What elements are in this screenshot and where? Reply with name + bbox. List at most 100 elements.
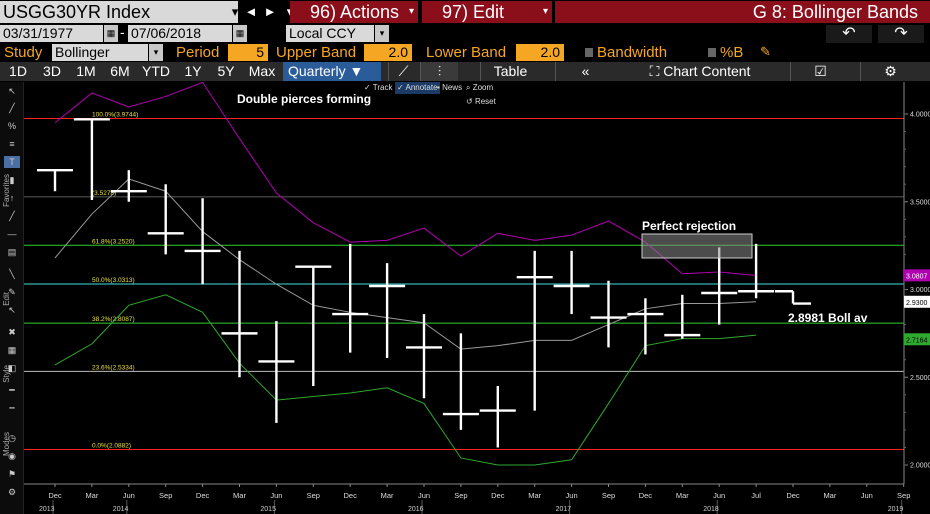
ray-tool-icon[interactable]: ╲	[9, 269, 15, 279]
last-value-badge[interactable]: 2.7164	[904, 333, 930, 346]
range-ytd[interactable]: YTD	[142, 63, 170, 79]
select-tool-icon[interactable]: ↖	[8, 305, 16, 315]
upper-band-input[interactable]: 2.0	[364, 44, 412, 61]
chart-content-button[interactable]: ⛶ Chart Content	[640, 62, 760, 81]
mid-band-line[interactable]	[54, 178, 757, 350]
pencil-icon[interactable]: ✎	[760, 44, 771, 59]
track-button[interactable]: ✓ Track	[364, 82, 392, 94]
range-1d[interactable]: 1D	[9, 63, 27, 79]
news-button[interactable]: ▪ News	[437, 82, 462, 94]
ohlc-bar[interactable]	[369, 263, 406, 358]
mode-icon-3[interactable]: ⚑	[7, 469, 17, 479]
mode-icon-4[interactable]: ⚙	[7, 487, 17, 497]
eraser-tool-icon[interactable]: ◧	[7, 363, 17, 373]
perfect-rejection-annotation[interactable]: Perfect rejection	[642, 219, 736, 233]
settings-gear-icon[interactable]: ⚙	[860, 62, 920, 81]
edit-button[interactable]: 97) Edit ▾	[422, 1, 552, 23]
horizontal-line-icon[interactable]: —	[7, 229, 17, 239]
channel-tool-icon[interactable]: ▤	[7, 247, 17, 257]
range-max[interactable]: Max	[248, 63, 276, 79]
upper-band-line[interactable]	[54, 82, 757, 276]
range-3d[interactable]: 3D	[43, 63, 61, 79]
range-1m[interactable]: 1M	[76, 63, 96, 79]
ohlc-bar[interactable]	[442, 333, 479, 430]
cursor-icon[interactable]: ↖	[8, 86, 16, 96]
dash-style-icon[interactable]: ┅	[9, 403, 15, 413]
percent-tool-icon[interactable]: %	[7, 121, 16, 131]
mode-icon-1[interactable]: ◷	[8, 433, 16, 443]
ohlc-bar[interactable]	[738, 243, 775, 299]
zoom-button[interactable]: ⌕ Zoom	[466, 82, 493, 94]
back-icon[interactable]: ◄	[244, 4, 258, 19]
rejection-zone-box[interactable]	[641, 233, 753, 259]
ohlc-bar[interactable]	[147, 184, 184, 255]
delete-tool-icon[interactable]: ✖	[8, 327, 16, 337]
start-date-calendar-icon[interactable]: ▦	[104, 25, 118, 42]
ohlc-bar[interactable]	[627, 298, 664, 355]
forward-icon[interactable]: ►	[263, 4, 277, 19]
line-tool-icon[interactable]: ╱	[9, 103, 15, 113]
bollinger-chart[interactable]: 100.0%(3.9744) 61.8%(3.2520) 50.0%(3.0313)…	[24, 82, 930, 514]
bandwidth-checkbox[interactable]	[585, 48, 593, 57]
undo-icon[interactable]: ↶	[826, 25, 872, 43]
ohlc-bar[interactable]	[479, 386, 516, 448]
ohlc-bar[interactable]	[37, 168, 73, 192]
fibonacci-tool-icon[interactable]: ≡	[9, 139, 15, 149]
ohlc-bar[interactable]	[295, 265, 332, 387]
ohlc-bar[interactable]	[332, 243, 369, 353]
redo-icon[interactable]: ↷	[878, 25, 924, 43]
currency-select[interactable]: Local CCY	[286, 25, 374, 42]
boll-av-annotation[interactable]: 2.8981 Boll av	[788, 311, 868, 325]
last-value-badge[interactable]: 3.0807	[904, 269, 930, 282]
lower-band-input[interactable]: 2.0	[516, 44, 564, 61]
ticker-dropdown-icon[interactable]: ▾	[231, 4, 239, 19]
text-tool-icon[interactable]: T	[4, 156, 20, 168]
table-button[interactable]: Table	[480, 62, 540, 81]
bar-chart-icon[interactable]: ⫶	[420, 62, 458, 81]
line-chart-icon[interactable]: ⟋	[388, 62, 418, 81]
ohlc-bar[interactable]	[184, 198, 221, 285]
range-6m[interactable]: 6M	[110, 63, 130, 79]
line-style-icon[interactable]: ━	[9, 385, 15, 395]
end-date-calendar-icon[interactable]: ▦	[233, 25, 247, 42]
bar-tool-icon[interactable]: ▮	[9, 175, 15, 185]
start-date-field[interactable]: 03/31/1977	[0, 25, 103, 42]
reset-button[interactable]: ↺ Reset	[466, 96, 496, 108]
news-label: News	[442, 83, 463, 92]
mode-icon-2[interactable]: ◉	[8, 451, 16, 461]
ohlc-bar[interactable]	[553, 250, 590, 315]
range-1y[interactable]: 1Y	[184, 63, 202, 79]
ohlc-bar[interactable]	[775, 290, 811, 305]
ohlc-bar[interactable]	[590, 280, 627, 348]
range-5y[interactable]: 5Y	[217, 63, 235, 79]
x-month-label: Mar	[528, 491, 541, 500]
currency-dropdown-icon[interactable]: ▾	[375, 25, 389, 42]
double-pierces-annotation[interactable]: Double pierces forming	[237, 92, 371, 106]
ohlc-bar[interactable]	[701, 247, 738, 325]
color-tool-icon[interactable]: ▦	[7, 345, 17, 355]
period-input[interactable]: 5	[228, 44, 268, 61]
collapse-icon[interactable]: «	[555, 62, 615, 81]
edit-chart-icon[interactable]: ☑	[790, 62, 850, 81]
lower-band-line[interactable]	[54, 294, 757, 466]
pctb-checkbox[interactable]	[708, 48, 716, 57]
ohlc-bar[interactable]	[664, 294, 701, 339]
ohlc-bar[interactable]	[73, 118, 110, 200]
frequency-select[interactable]: Quarterly ▼	[283, 62, 381, 81]
end-date-field[interactable]: 07/06/2018	[128, 25, 232, 42]
ohlc-bar[interactable]	[516, 250, 553, 411]
study-dropdown-icon[interactable]: ▾	[149, 44, 163, 61]
ohlc-bar[interactable]	[406, 314, 442, 399]
y-tick-label: 2.5000	[910, 375, 930, 382]
ticker-field[interactable]: USGG30YR Index	[0, 1, 238, 23]
trend-tool-icon[interactable]: ╱	[9, 211, 15, 221]
annotate-button[interactable]: ✓ Annotate	[395, 82, 440, 94]
arrow-tool-icon[interactable]: ↑	[9, 193, 15, 203]
last-value-badge[interactable]: 2.9300	[904, 295, 930, 308]
actions-button[interactable]: 96) Actions ▾	[290, 1, 418, 23]
ohlc-bar[interactable]	[110, 170, 147, 202]
pen-tool-icon[interactable]: ✎	[8, 287, 16, 297]
ohlc-bar[interactable]	[258, 321, 295, 423]
ohlc-bar[interactable]	[221, 250, 258, 378]
study-select[interactable]: Bollinger	[52, 44, 148, 61]
